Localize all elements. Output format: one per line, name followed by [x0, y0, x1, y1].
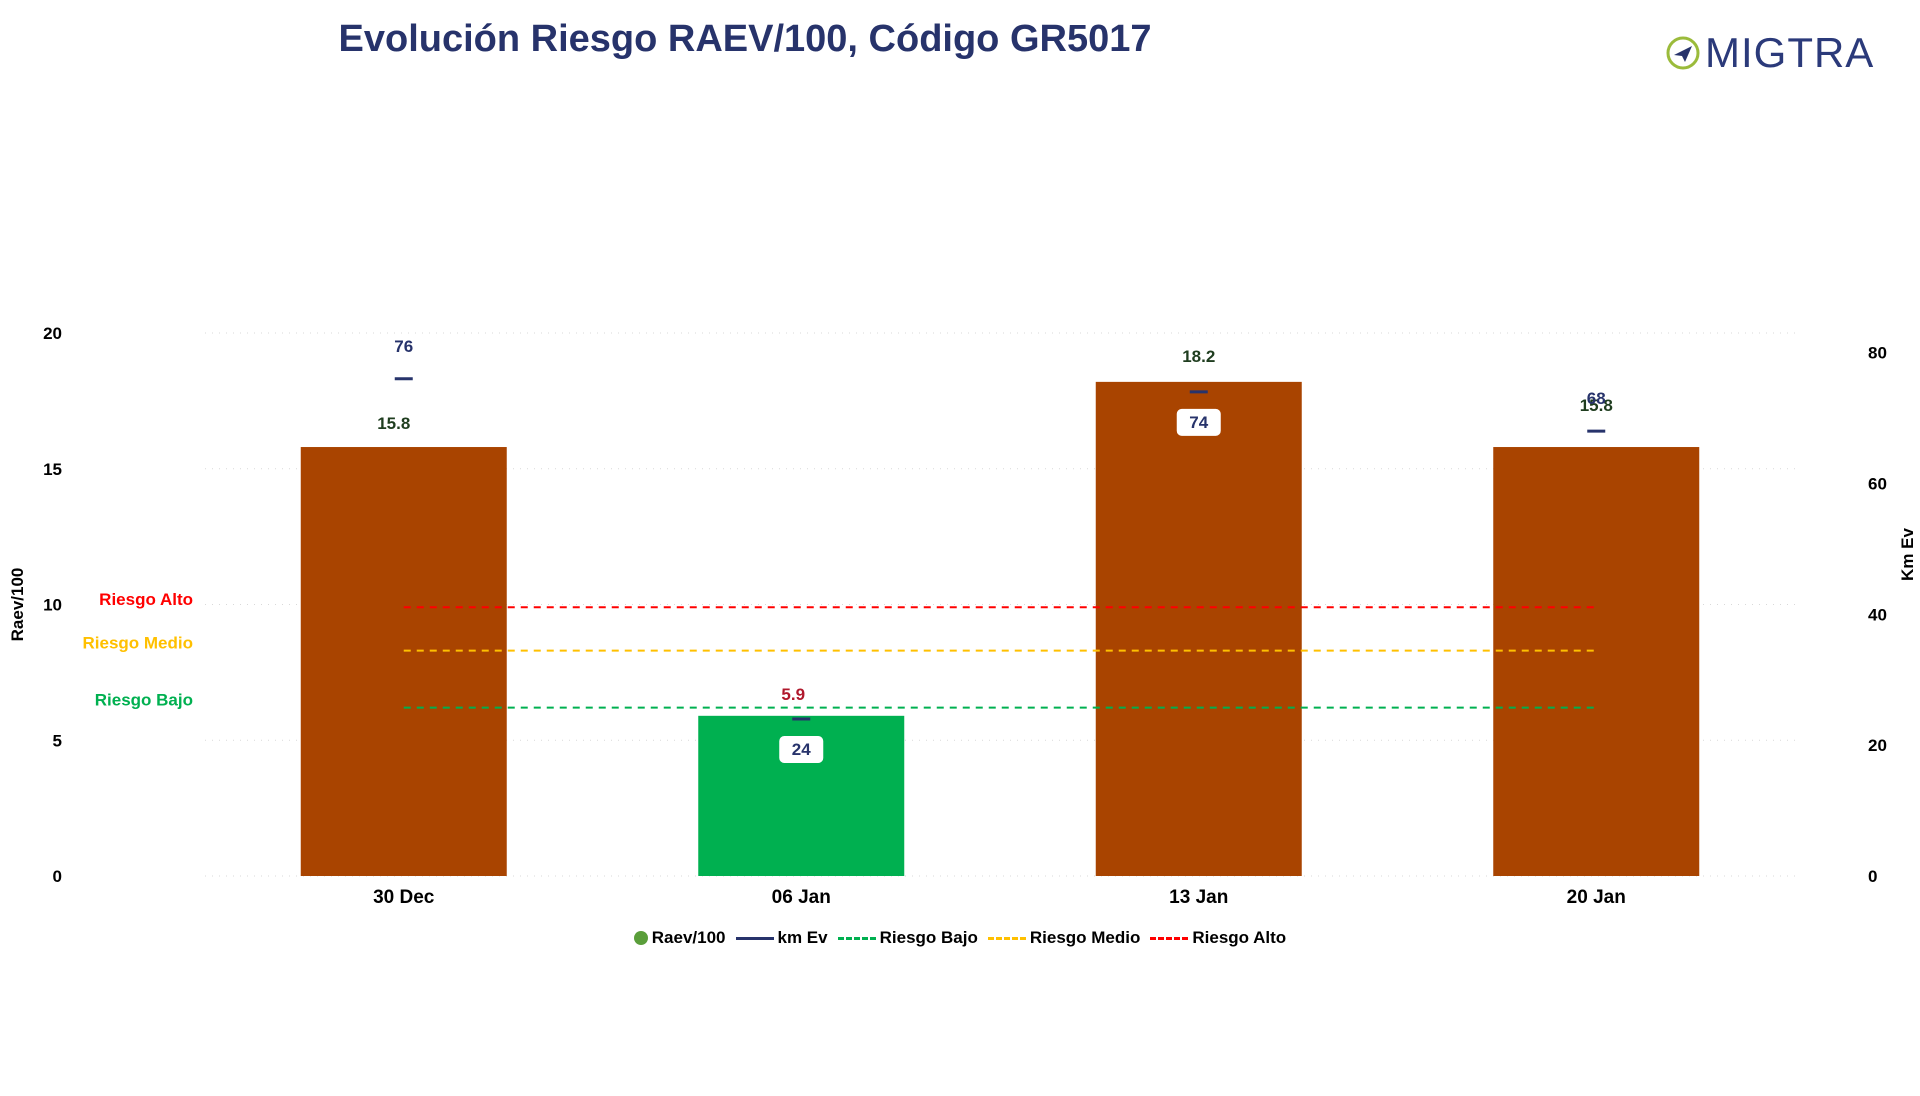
x-category-label: 30 Dec [373, 887, 435, 908]
legend-swatch [735, 936, 774, 940]
labels-layer: 15.8 5.9 18.2 15.8 Riesgo Bajo Riesgo Medio Ri… [82, 337, 1612, 759]
threshold-layer [403, 606, 1597, 709]
legend-item[interactable]: Raev/100 [633, 928, 726, 948]
legend-item[interactable]: Riesgo Medio [987, 928, 1141, 948]
logo-text: MIGTRA [1705, 29, 1875, 76]
x-category-label: 20 Jan [1567, 887, 1626, 908]
legend-swatch [1150, 936, 1189, 940]
threshold-label: Riesgo Bajo [95, 691, 193, 710]
migtra-logo: MIGTRA [1665, 28, 1874, 78]
y-tick-label: 5 [53, 731, 62, 750]
legend-swatch [633, 931, 648, 945]
bar-value-label: 15.8 [1580, 396, 1613, 415]
y2-tick-label: 0 [1868, 867, 1877, 886]
bar-value-label: 18.2 [1182, 347, 1215, 366]
y2-tick-label: 80 [1868, 344, 1887, 363]
y-tick-label: 0 [53, 867, 62, 886]
km-value-label: 76 [394, 337, 413, 356]
y-tick-label: 10 [43, 596, 62, 615]
legend-item[interactable]: Riesgo Bajo [837, 928, 978, 948]
bar-raev-0 [300, 447, 507, 876]
axes-layer: 0 5 10 15 20 0 20 40 60 80 Raev/100 Km Ev 30 Dec 06 J… [8, 324, 1917, 908]
bar-value-label: 15.8 [377, 414, 410, 433]
legend-label: km Ev [777, 928, 828, 947]
legend-item[interactable]: Riesgo Alto [1150, 928, 1286, 948]
threshold-label: Riesgo Medio [82, 634, 193, 653]
bar-raev-2 [1095, 381, 1302, 876]
legend-label: Riesgo Bajo [879, 928, 978, 947]
legend-swatch [837, 936, 876, 940]
logo-compass-icon [1666, 36, 1700, 70]
y2-tick-label: 40 [1868, 605, 1887, 624]
km-label-box [1176, 408, 1221, 436]
bar-raev-3 [1493, 447, 1700, 876]
y-axis-title: Raev/100 [8, 568, 27, 642]
y2-axis-title: Km Ev [1898, 528, 1917, 581]
x-category-label: 13 Jan [1169, 887, 1228, 908]
y2-tick-label: 20 [1868, 736, 1887, 755]
legend-item[interactable]: km Ev [735, 928, 828, 948]
legend-label: Raev/100 [651, 928, 726, 947]
y-tick-label: 20 [43, 324, 62, 343]
y2-tick-label: 60 [1868, 474, 1887, 493]
bar-value-label: 5.9 [781, 685, 805, 704]
y-tick-label: 15 [43, 460, 62, 479]
x-category-label: 06 Jan [772, 887, 831, 908]
km-value-label: 74 [1189, 413, 1208, 432]
legend-label: Riesgo Medio [1029, 928, 1141, 947]
chart-legend: Raev/100 km Ev Riesgo Bajo Riesgo Medio Ries… [0, 928, 1920, 948]
km-label-box [779, 735, 824, 763]
threshold-label: Riesgo Alto [99, 590, 193, 609]
km-layer [394, 377, 1606, 763]
km-value-label: 68 [1587, 389, 1606, 408]
legend-label: Riesgo Alto [1192, 928, 1287, 947]
km-value-label: 24 [792, 740, 811, 759]
legend-swatch [987, 936, 1026, 940]
bars-layer [300, 381, 1700, 876]
chart-title: Evolución Riesgo RAEV/100, Código GR5017 [338, 18, 1152, 60]
